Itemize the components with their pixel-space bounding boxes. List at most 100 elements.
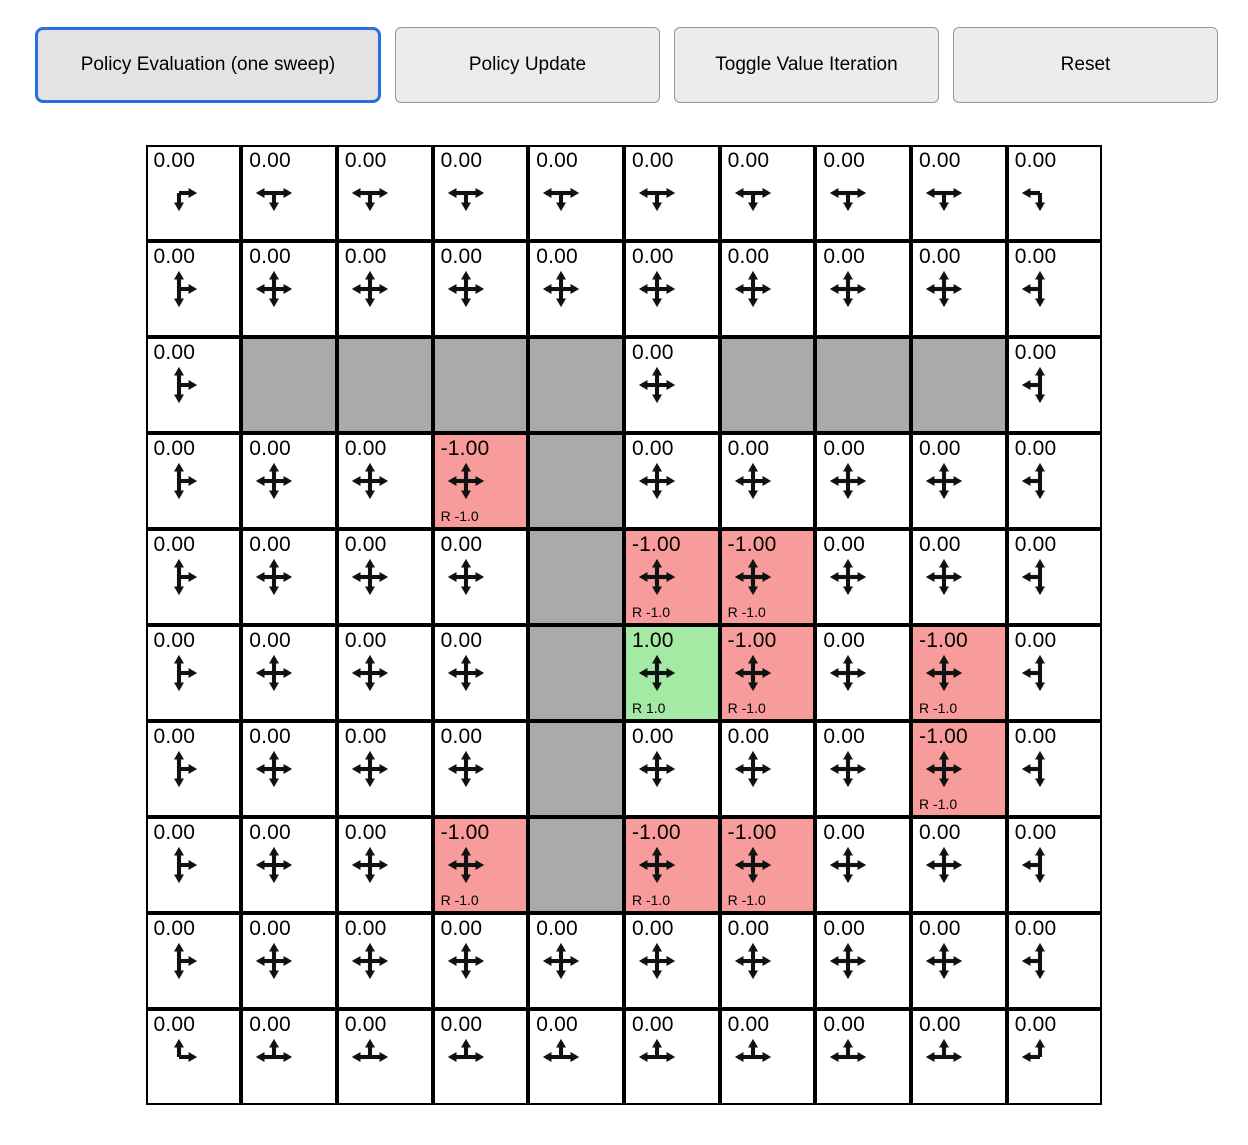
wall-cell[interactable] (911, 337, 1007, 433)
grid-cell[interactable]: 0.00 (432, 529, 529, 625)
grid-cell[interactable]: -1.00 R -1.0 (719, 817, 816, 913)
grid-cell[interactable]: 0.00 (815, 433, 911, 529)
wall-cell[interactable] (528, 721, 624, 817)
grid-cell[interactable]: 0.00 (911, 913, 1007, 1009)
grid-cell[interactable]: 0.00 (432, 721, 529, 817)
grid-cell[interactable]: 0.00 (719, 721, 816, 817)
grid-cell[interactable]: 0.00 (1006, 721, 1103, 817)
wall-cell[interactable] (241, 337, 337, 433)
grid-cell[interactable]: 0.00 (432, 1009, 529, 1105)
reset-button[interactable]: Reset (953, 27, 1218, 103)
policy-evaluation-button[interactable]: Policy Evaluation (one sweep) (35, 27, 381, 103)
toggle-value-iteration-button[interactable]: Toggle Value Iteration (674, 27, 939, 103)
grid-cell[interactable]: 0.00 (815, 625, 911, 721)
grid-cell[interactable]: 0.00 (336, 721, 433, 817)
grid-cell[interactable]: 0.00 (815, 145, 911, 241)
grid-cell[interactable]: 0.00 (911, 433, 1007, 529)
grid-cell[interactable]: 0.00 (432, 145, 529, 241)
grid-cell[interactable]: 0.00 (528, 241, 624, 337)
grid-cell[interactable]: 0.00 (336, 241, 433, 337)
grid-cell[interactable]: 0.00 (241, 721, 337, 817)
grid-cell[interactable]: 0.00 (1006, 817, 1103, 913)
grid-cell[interactable]: 0.00 (145, 145, 242, 241)
grid-cell[interactable]: 0.00 (241, 625, 337, 721)
grid-cell[interactable]: 0.00 (911, 1009, 1007, 1105)
policy-update-button[interactable]: Policy Update (395, 27, 660, 103)
grid-cell[interactable]: 0.00 (1006, 913, 1103, 1009)
grid-cell[interactable]: 0.00 (145, 1009, 242, 1105)
grid-cell[interactable]: 0.00 (1006, 241, 1103, 337)
grid-cell[interactable]: 0.00 (432, 625, 529, 721)
grid-cell[interactable]: 0.00 (336, 1009, 433, 1105)
grid-cell[interactable]: 0.00 (719, 913, 816, 1009)
grid-cell[interactable]: 0.00 (241, 433, 337, 529)
grid-cell[interactable]: 0.00 (432, 913, 529, 1009)
grid-cell[interactable]: 0.00 (911, 145, 1007, 241)
grid-cell[interactable]: 0.00 (1006, 529, 1103, 625)
grid-cell[interactable]: 0.00 (719, 241, 816, 337)
grid-cell[interactable]: 0.00 (623, 1009, 720, 1105)
grid-cell[interactable]: 0.00 (815, 817, 911, 913)
grid-cell[interactable]: 0.00 (623, 241, 720, 337)
grid-cell[interactable]: 0.00 (145, 721, 242, 817)
grid-cell[interactable]: 0.00 (815, 241, 911, 337)
grid-cell[interactable]: 0.00 (145, 337, 242, 433)
grid-cell[interactable]: 0.00 (623, 433, 720, 529)
grid-cell[interactable]: 0.00 (1006, 1009, 1103, 1105)
grid-cell[interactable]: 0.00 (241, 913, 337, 1009)
grid-cell[interactable]: 0.00 (145, 529, 242, 625)
grid-cell[interactable]: 0.00 (241, 145, 337, 241)
grid-cell[interactable]: 0.00 (1006, 337, 1103, 433)
grid-cell[interactable]: 0.00 (1006, 433, 1103, 529)
grid-cell[interactable]: 0.00 (528, 145, 624, 241)
grid-cell[interactable]: 0.00 (336, 529, 433, 625)
wall-cell[interactable] (528, 817, 624, 913)
grid-cell[interactable]: 0.00 (336, 817, 433, 913)
grid-cell[interactable]: 0.00 (815, 529, 911, 625)
wall-cell[interactable] (815, 337, 911, 433)
wall-cell[interactable] (719, 337, 816, 433)
wall-cell[interactable] (528, 433, 624, 529)
grid-cell[interactable]: 0.00 (815, 1009, 911, 1105)
grid-cell[interactable]: -1.00 R -1.0 (719, 625, 816, 721)
wall-cell[interactable] (528, 337, 624, 433)
grid-cell[interactable]: -1.00 R -1.0 (623, 529, 720, 625)
grid-cell[interactable]: 0.00 (719, 145, 816, 241)
grid-cell[interactable]: -1.00 R -1.0 (432, 433, 529, 529)
wall-cell[interactable] (336, 337, 433, 433)
grid-cell[interactable]: 0.00 (623, 337, 720, 433)
grid-cell[interactable]: 0.00 (528, 1009, 624, 1105)
grid-cell[interactable]: 0.00 (145, 433, 242, 529)
grid-cell[interactable]: 0.00 (336, 913, 433, 1009)
grid-cell[interactable]: -1.00 R -1.0 (719, 529, 816, 625)
grid-cell[interactable]: 0.00 (336, 433, 433, 529)
grid-cell[interactable]: 0.00 (623, 913, 720, 1009)
grid-cell[interactable]: 0.00 (815, 721, 911, 817)
grid-cell[interactable]: 0.00 (241, 1009, 337, 1105)
grid-cell[interactable]: -1.00 R -1.0 (911, 625, 1007, 721)
grid-cell[interactable]: -1.00 R -1.0 (623, 817, 720, 913)
grid-cell[interactable]: 0.00 (145, 241, 242, 337)
grid-cell[interactable]: 0.00 (336, 625, 433, 721)
wall-cell[interactable] (528, 625, 624, 721)
grid-cell[interactable]: 0.00 (528, 913, 624, 1009)
grid-cell[interactable]: 0.00 (911, 529, 1007, 625)
grid-cell[interactable]: 0.00 (241, 817, 337, 913)
wall-cell[interactable] (528, 529, 624, 625)
grid-cell[interactable]: 0.00 (911, 241, 1007, 337)
grid-cell[interactable]: 0.00 (719, 1009, 816, 1105)
grid-cell[interactable]: 0.00 (815, 913, 911, 1009)
grid-cell[interactable]: 1.00 R 1.0 (623, 625, 720, 721)
grid-cell[interactable]: 0.00 (145, 625, 242, 721)
grid-cell[interactable]: 0.00 (1006, 625, 1103, 721)
grid-cell[interactable]: 0.00 (145, 913, 242, 1009)
grid-cell[interactable]: 0.00 (719, 433, 816, 529)
grid-cell[interactable]: 0.00 (432, 241, 529, 337)
grid-cell[interactable]: 0.00 (241, 529, 337, 625)
grid-cell[interactable]: 0.00 (623, 145, 720, 241)
grid-cell[interactable]: -1.00 R -1.0 (432, 817, 529, 913)
grid-cell[interactable]: 0.00 (623, 721, 720, 817)
grid-cell[interactable]: -1.00 R -1.0 (911, 721, 1007, 817)
grid-cell[interactable]: 0.00 (1006, 145, 1103, 241)
grid-cell[interactable]: 0.00 (336, 145, 433, 241)
